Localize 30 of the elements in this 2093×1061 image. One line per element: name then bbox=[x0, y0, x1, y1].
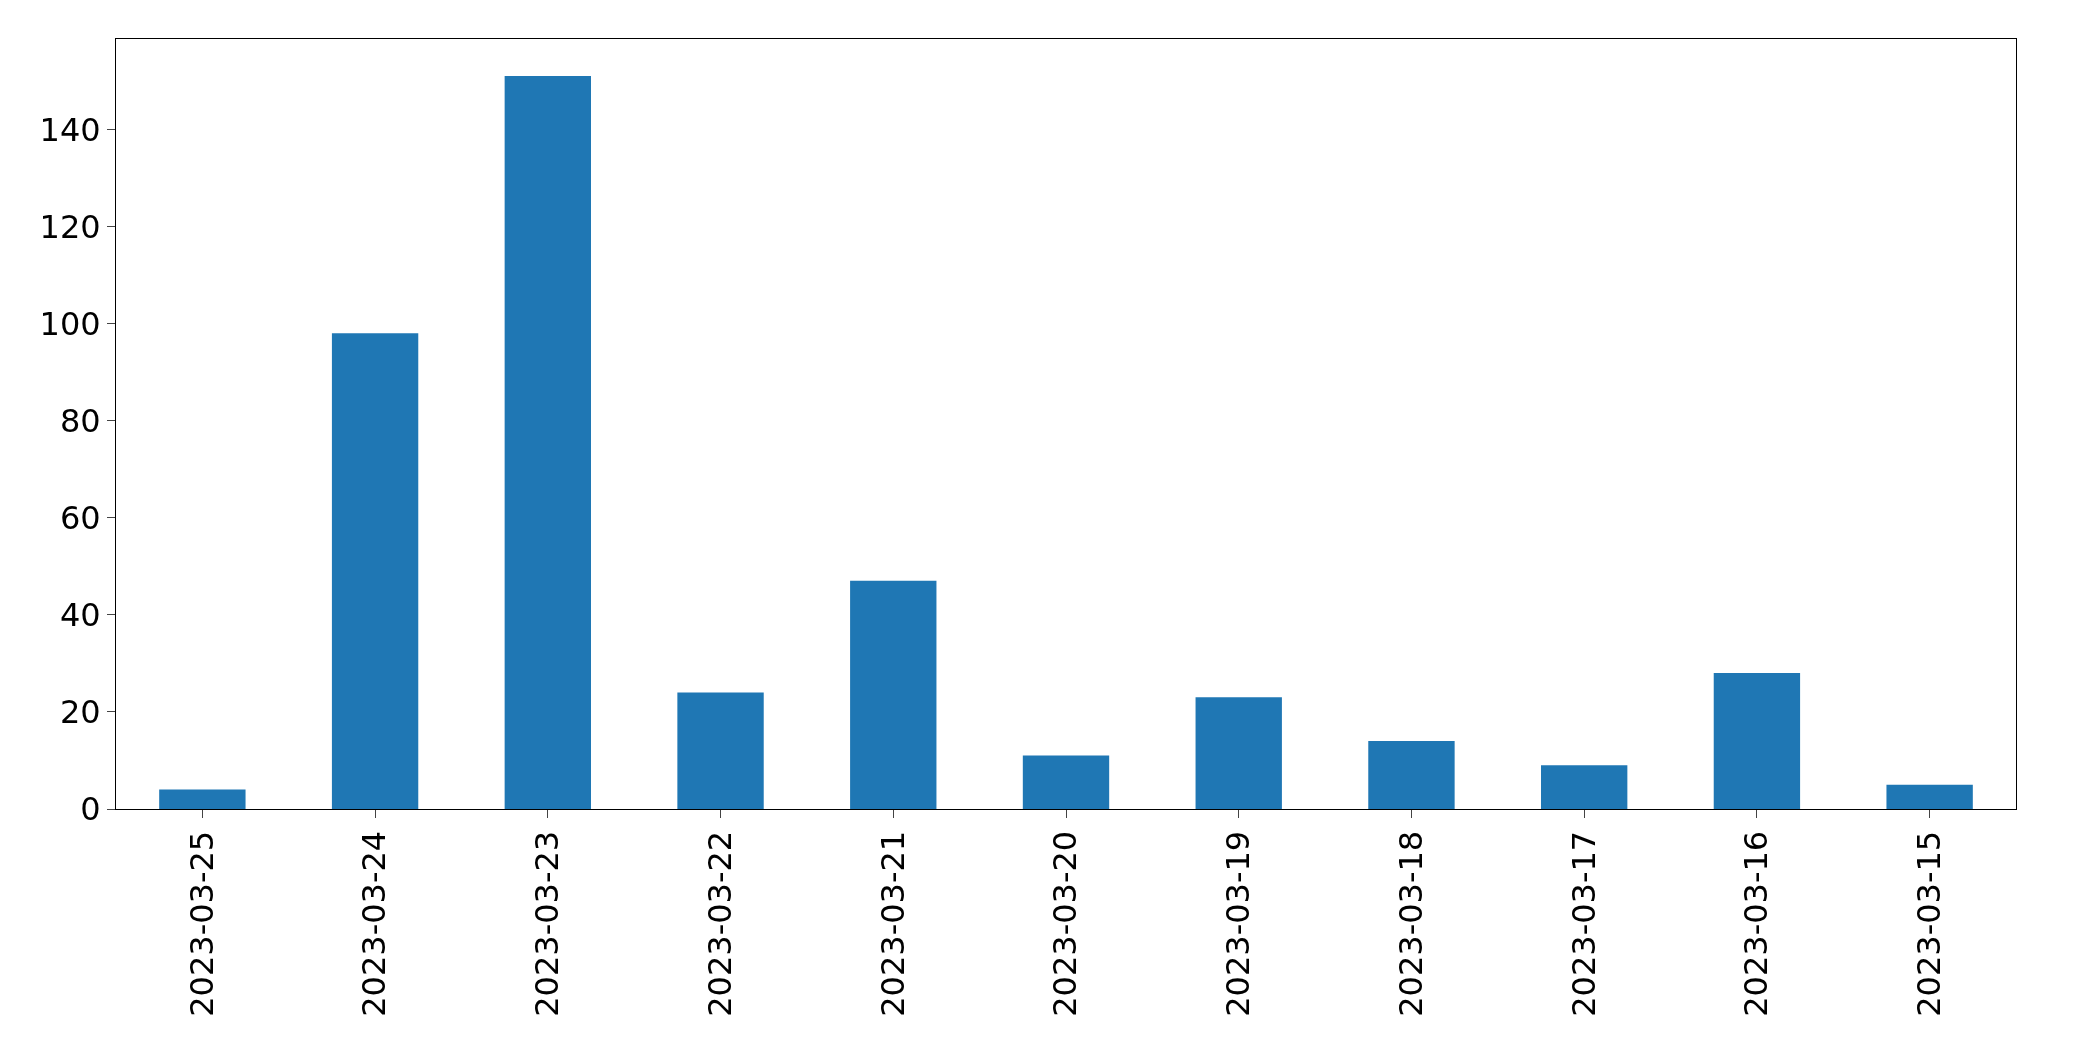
x-tick-label: 2023-03-19 bbox=[1219, 830, 1258, 1017]
y-tick-label: 120 bbox=[39, 207, 101, 246]
y-tick-label: 40 bbox=[59, 596, 101, 634]
bar bbox=[850, 580, 937, 809]
bar bbox=[331, 333, 419, 809]
bar bbox=[159, 789, 246, 809]
x-tick-label: 2023-03-16 bbox=[1737, 830, 1776, 1017]
y-tick-label: 20 bbox=[59, 693, 101, 732]
bar bbox=[677, 692, 764, 809]
y-tick-label: 140 bbox=[39, 110, 101, 149]
x-tick-label: 2023-03-22 bbox=[700, 830, 739, 1017]
y-tick-label: 60 bbox=[59, 498, 101, 537]
x-tick-label: 2023-03-21 bbox=[873, 830, 912, 1017]
bar bbox=[1886, 784, 1973, 809]
y-tick-label: 0 bbox=[80, 790, 101, 829]
bar bbox=[1368, 741, 1455, 809]
bar bbox=[1022, 755, 1110, 809]
bar bbox=[504, 75, 591, 809]
x-tick-label: 2023-03-23 bbox=[528, 830, 567, 1017]
x-tick-label: 2023-03-20 bbox=[1046, 830, 1085, 1017]
x-tick-label: 2023-03-18 bbox=[1391, 830, 1430, 1017]
bar bbox=[1195, 697, 1282, 809]
x-tick-label: 2023-03-25 bbox=[182, 830, 221, 1017]
bar bbox=[1541, 765, 1628, 809]
bar bbox=[1713, 673, 1801, 809]
y-tick-label: 80 bbox=[59, 401, 101, 440]
x-tick-label: 2023-03-24 bbox=[355, 830, 394, 1017]
x-tick-label: 2023-03-17 bbox=[1564, 830, 1603, 1017]
y-tick-label: 100 bbox=[39, 304, 101, 343]
x-tick-label: 2023-03-15 bbox=[1910, 830, 1949, 1017]
